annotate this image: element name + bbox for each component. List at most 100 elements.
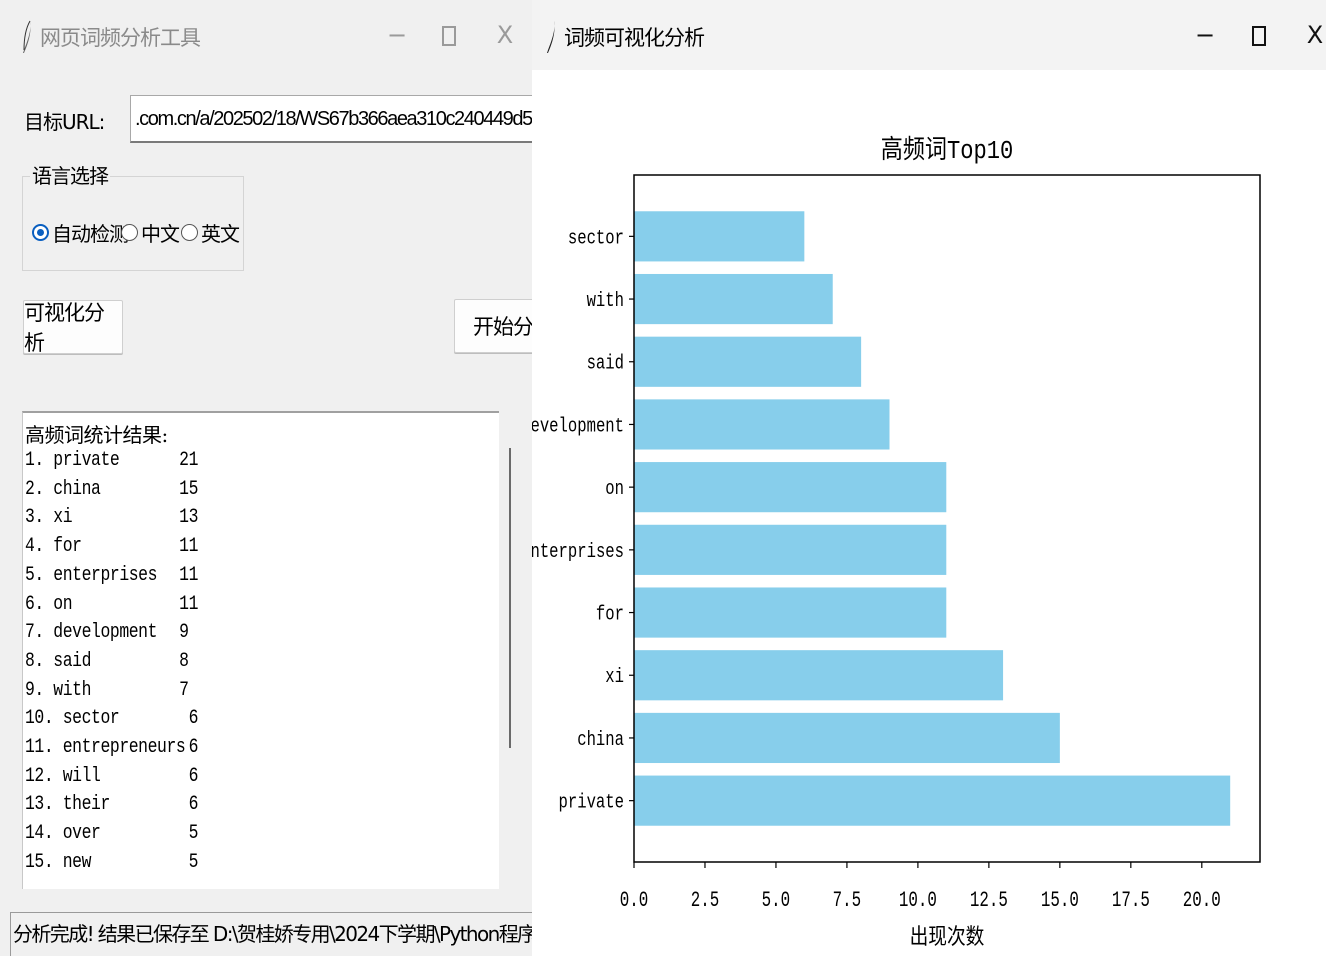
radio-label: 中文 xyxy=(141,222,180,246)
result-count: 11 xyxy=(179,563,199,587)
result-row: 1. private 21 xyxy=(25,449,198,477)
y-tick-label: private xyxy=(559,792,624,814)
radio-selected-icon xyxy=(32,224,49,241)
result-word: 10. sector xyxy=(25,707,120,731)
bar-development xyxy=(634,399,890,450)
result-count: 13 xyxy=(179,506,199,530)
window-title: 网页词频分析工具 xyxy=(40,26,201,50)
result-count: 5 xyxy=(179,822,199,846)
word-frequency-tool-window: 网页词频分析工具 − X 目标URL: .com.cn/a/202502/18/… xyxy=(0,0,532,956)
visualize-button[interactable]: 可视化分析 xyxy=(23,300,123,355)
window-title: 词频可视化分析 xyxy=(564,26,705,50)
start-analysis-button[interactable]: 开始分析 xyxy=(454,299,532,353)
result-word: 2. china xyxy=(25,477,101,501)
result-word: 11. entrepreneurs xyxy=(25,736,186,759)
x-tick-label: 2.5 xyxy=(691,888,720,913)
x-tick-label: 17.5 xyxy=(1112,888,1150,913)
result-word: 12. will xyxy=(25,764,101,788)
result-count: 8 xyxy=(179,649,189,673)
bar-xi xyxy=(634,650,1004,701)
result-row: 13. their 6 xyxy=(25,793,198,821)
result-word: 13. their xyxy=(25,793,110,817)
close-button[interactable]: X xyxy=(496,21,514,49)
close-button[interactable]: X xyxy=(1306,21,1324,49)
title-bar: 网页词频分析工具 − X xyxy=(0,0,532,74)
radio-unselected-icon xyxy=(181,224,198,241)
result-row: 14. over 5 xyxy=(25,822,198,850)
maximize-button[interactable] xyxy=(1244,20,1274,53)
result-count: 15 xyxy=(179,477,199,501)
radio-label: 自动检测 xyxy=(52,222,129,246)
x-tick-label: 12.5 xyxy=(970,888,1008,913)
feather-icon xyxy=(547,21,555,53)
radio-label: 英文 xyxy=(201,222,240,246)
result-word: 8. said xyxy=(25,649,92,673)
result-row: 5. enterprises 11 xyxy=(25,564,198,592)
visualization-window: 词频可视化分析 − X 高频词Top10 private china xi for ent… xyxy=(532,0,1326,956)
result-count: 6 xyxy=(179,793,199,817)
results-textbox[interactable]: 高频词统计结果: 1. private 21 2. china 15 3. xi 13 4.… xyxy=(22,411,499,889)
result-count: 7 xyxy=(179,678,189,702)
plot-frame xyxy=(633,174,1261,863)
result-row: 8. said 8 xyxy=(25,650,189,678)
bar-for xyxy=(634,587,947,638)
chart-title: 高频词Top10 xyxy=(881,135,1014,166)
bar-sector xyxy=(634,211,805,262)
results-scrollbar[interactable] xyxy=(509,448,511,748)
bar-private xyxy=(634,775,1231,826)
feather-icon xyxy=(23,20,31,53)
result-count: 6 xyxy=(179,736,199,759)
bar-chart: 高频词Top10 private china xi for enterprises on de… xyxy=(532,135,1261,952)
bar-enterprises xyxy=(634,524,947,575)
result-count: 11 xyxy=(179,592,199,616)
radio-unselected-icon xyxy=(121,224,138,241)
radio-chinese[interactable]: 中文 xyxy=(121,218,180,247)
y-tick-label: sector xyxy=(568,228,624,250)
result-row: 2. china 15 xyxy=(25,478,198,506)
x-tick-label: 10.0 xyxy=(899,888,937,913)
result-row: 10. sector 6 xyxy=(25,707,198,735)
y-tick-label: for xyxy=(596,604,624,626)
result-word: 1. private xyxy=(25,449,120,472)
x-axis-label: 出现次数 xyxy=(910,925,985,952)
maximize-button[interactable] xyxy=(434,20,464,53)
radio-english[interactable]: 英文 xyxy=(181,218,240,247)
result-row: 4. for 11 xyxy=(25,535,198,563)
y-tick-label: xi xyxy=(605,667,624,689)
minimize-button[interactable]: − xyxy=(386,21,408,49)
result-row: 12. will 6 xyxy=(25,765,198,793)
y-tick-label: china xyxy=(577,729,624,751)
maximize-icon xyxy=(1252,26,1266,46)
url-input[interactable]: .com.cn/a/202502/18/WS67b366aea310c24044… xyxy=(130,95,532,143)
minimize-button[interactable]: − xyxy=(1194,21,1216,49)
y-tick-label: development xyxy=(532,416,624,438)
result-word: 9. with xyxy=(25,678,92,702)
result-word: 5. enterprises xyxy=(25,563,158,587)
maximize-icon xyxy=(442,26,456,46)
result-row: 15. new 5 xyxy=(25,851,198,879)
result-word: 4. for xyxy=(25,535,82,559)
result-row: 3. xi 13 xyxy=(25,506,198,534)
result-word: 15. new xyxy=(25,850,92,874)
y-tick-label: said xyxy=(587,353,624,375)
result-count: 6 xyxy=(179,764,199,788)
result-word: 14. over xyxy=(25,822,101,846)
x-tick-label: 15.0 xyxy=(1041,888,1079,913)
bar-said xyxy=(634,336,862,387)
result-word: 3. xi xyxy=(25,506,73,530)
radio-auto-detect[interactable]: 自动检测 xyxy=(32,218,129,247)
language-group-legend: 语言选择 xyxy=(30,160,110,189)
bar-with xyxy=(634,273,833,325)
x-tick-label: 7.5 xyxy=(833,888,862,913)
result-count: 5 xyxy=(179,850,199,874)
y-tick-label: on xyxy=(605,479,624,501)
result-row: 9. with 7 xyxy=(25,679,189,707)
x-tick-label: 20.0 xyxy=(1183,888,1221,913)
result-row: 6. on 11 xyxy=(25,593,198,621)
result-count: 11 xyxy=(179,535,199,559)
result-row: 11. entrepreneurs 6 xyxy=(25,736,198,764)
status-bar: 分析完成! 结果已保存至 D:\贺桂娇专用\2024下学期\Python程序设计… xyxy=(10,912,532,956)
results-title: 高频词统计结果: xyxy=(25,423,168,447)
title-bar: 词频可视化分析 − X xyxy=(532,0,1326,70)
result-word: 7. development xyxy=(25,621,158,645)
